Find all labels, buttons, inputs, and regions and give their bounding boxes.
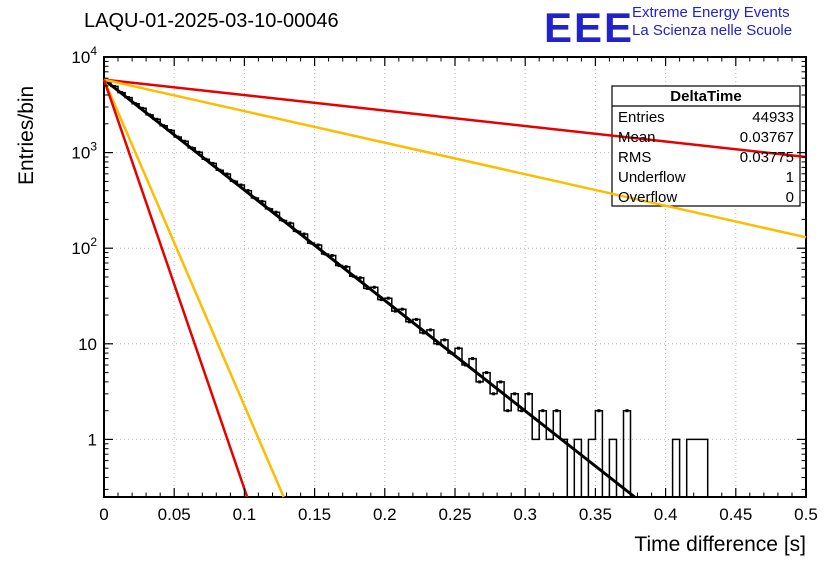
y-tick-label: 103 [71,140,97,163]
hist-marker [393,309,397,313]
hist-marker [499,380,503,384]
hist-marker [225,172,229,176]
hist-marker [358,276,362,280]
y-tick-label: 1 [88,430,97,449]
hist-marker [288,221,292,225]
hist-marker [400,307,404,311]
x-tick-label: 0.45 [719,505,752,524]
stat-value: 1 [786,169,794,186]
hist-marker [527,392,531,396]
y-tick-label: 104 [71,44,97,67]
x-tick-label: 0.2 [373,505,397,524]
eee-logo-acronym: EEE [544,4,634,51]
stats-title: DeltaTime [670,88,741,105]
fit-line [103,78,636,499]
hist-marker [372,285,376,289]
hist-marker [428,328,432,332]
stat-value: 0.03775 [740,149,794,166]
y-axis-title: Entries/bin [15,86,38,185]
hist-marker [421,331,425,335]
x-tick-label: 0.4 [654,505,678,524]
hist-marker [344,265,348,269]
hist-marker [386,296,390,300]
hist-marker [274,210,278,214]
hist-marker [239,183,243,187]
y-tick-label: 102 [71,235,97,258]
y-tick-label: 10 [78,335,97,354]
x-tick-label: 0.05 [158,505,191,524]
ref-line-red-steep [102,79,249,498]
hist-marker [330,254,334,257]
hist-marker [541,409,545,413]
ref-line-yellow-steep [102,79,285,498]
hist-marker [555,409,559,413]
x-tick-label: 0.1 [233,505,257,524]
hist-marker [246,189,250,193]
stat-value: 0 [786,189,794,206]
hist-marker [457,346,460,350]
x-tick-label: 0.15 [298,505,331,524]
hist-marker [520,409,524,413]
hist-marker [471,357,475,361]
hist-marker [443,338,446,342]
stat-label: Underflow [618,169,686,186]
hist-marker [260,199,264,203]
stat-label: Overflow [618,189,677,206]
stat-label: Entries [618,109,665,126]
stat-label: RMS [618,149,651,166]
stat-value: 0.03767 [740,129,794,146]
x-tick-label: 0.25 [438,505,471,524]
hist-marker [302,232,306,236]
hist-marker [485,371,489,375]
hist-marker [506,409,510,413]
hist-marker [414,317,418,321]
ref-line-red-shallow [103,78,807,159]
x-tick-label: 0.3 [513,505,537,524]
x-tick-label: 0.5 [794,505,818,524]
hist-marker [597,409,601,413]
x-tick-label: 0 [99,505,108,524]
plot-title: LAQU-01-2025-03-10-00046 [84,10,339,32]
stat-label: Mean [618,129,656,146]
x-tick-label: 0.35 [579,505,612,524]
hist-marker [407,320,411,324]
hist-marker [625,409,629,413]
hist-marker [513,392,517,396]
hist-marker [492,392,496,396]
hist-marker [478,380,482,384]
eee-logo-line2: La Scienza nelle Scuole [632,22,792,39]
eee-logo-line1: Extreme Energy Events [632,4,790,21]
x-axis-title: Time difference [s] [634,533,806,556]
stat-value: 44933 [752,109,794,126]
hist-marker [316,243,320,247]
ref-line-yellow-shallow [103,78,807,239]
